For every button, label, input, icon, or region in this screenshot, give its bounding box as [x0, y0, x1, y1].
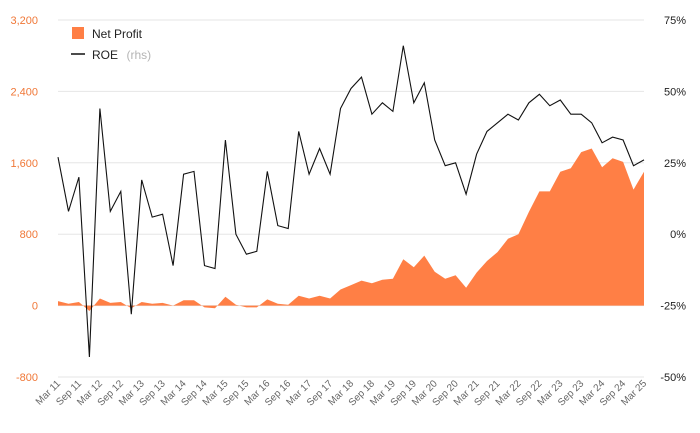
legend-label-roe: ROE (rhs): [92, 46, 151, 63]
right-tick-label: -50%: [660, 372, 686, 384]
right-tick-label: 0%: [670, 229, 686, 241]
right-axis-ticks: 75% 50% 25% 0% -25% -50%: [660, 15, 686, 384]
left-tick-label: 2,400: [10, 86, 38, 98]
roe-line: [57, 45, 645, 358]
right-tick-label: -25%: [660, 301, 686, 313]
legend-label-roe-name: ROE: [92, 48, 118, 62]
left-tick-label: -800: [16, 372, 38, 384]
legend-swatch-net-profit: [72, 27, 84, 39]
left-tick-label: 1,600: [10, 158, 38, 170]
right-tick-label: 75%: [664, 15, 686, 27]
left-tick-label: 3,200: [10, 15, 38, 27]
left-tick-label: 0: [32, 301, 38, 313]
right-tick-label: 50%: [664, 86, 686, 98]
legend-label-net-profit: Net Profit: [92, 27, 143, 41]
left-tick-label: 800: [20, 229, 38, 241]
left-axis-ticks: 3,200 2,400 1,600 800 0 -800: [10, 15, 38, 384]
net-profit-area: [58, 148, 644, 311]
right-tick-label: 25%: [664, 158, 686, 170]
legend-label-roe-suffix: (rhs): [126, 48, 151, 62]
legend: Net Profit ROE (rhs): [71, 27, 151, 63]
